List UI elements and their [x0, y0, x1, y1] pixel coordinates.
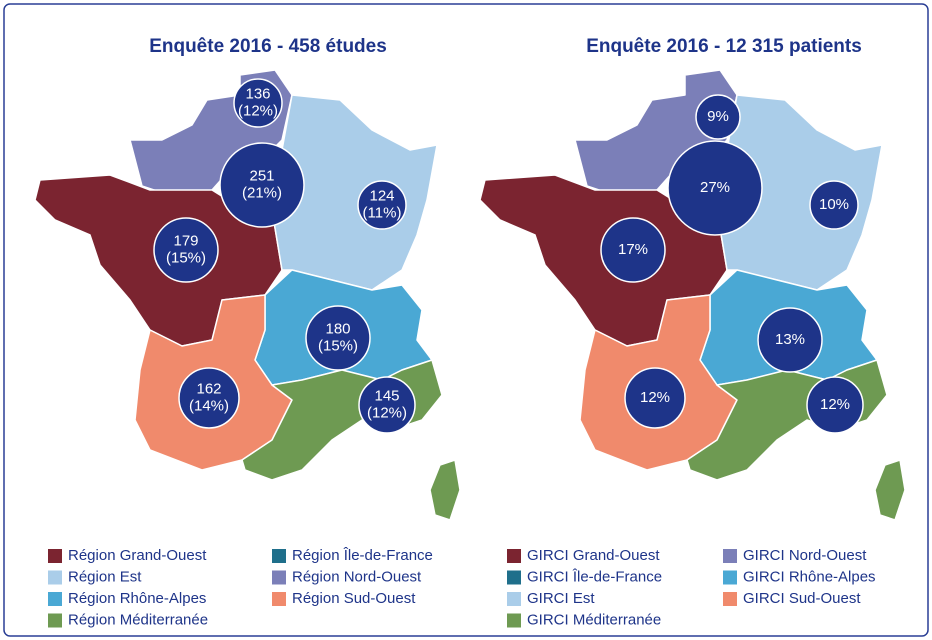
bubble [219, 142, 305, 228]
bubble-label: 180 [325, 320, 350, 337]
legend-swatch [507, 613, 521, 628]
bubble-label: (12%) [238, 102, 278, 119]
bubble-label: 162 [196, 380, 221, 397]
bubble-label: (12%) [367, 404, 407, 421]
bubble-label: (11%) [363, 204, 402, 221]
bubble-label: (14%) [189, 397, 229, 414]
legend-swatch [48, 613, 62, 628]
legend-label: GIRCI Sud-Ouest [743, 590, 861, 607]
legend-swatch [507, 570, 521, 585]
legend-label: Région Sud-Ouest [292, 590, 416, 607]
bubble-label: 12% [640, 389, 670, 406]
map-title: Enquête 2016 - 12 315 patients [586, 36, 862, 57]
bubble-label: 17% [618, 241, 648, 258]
bubble-label: 124 [369, 187, 394, 204]
legend-swatch [507, 549, 521, 563]
legend-swatch [48, 549, 62, 563]
bubble-label: 27% [700, 179, 730, 196]
bubble [178, 367, 240, 429]
bubble-label: (21%) [242, 184, 282, 201]
legend-label: Région Grand-Ouest [68, 547, 207, 564]
bubble-label: 136 [245, 85, 270, 102]
bubble-label: 251 [249, 167, 274, 184]
bubble [624, 367, 686, 429]
bubble-label: (15%) [318, 337, 358, 354]
bubble-label: 145 [374, 387, 399, 404]
bubble-label: 10% [819, 196, 849, 213]
map-title: Enquête 2016 - 458 études [149, 36, 387, 57]
bubble [667, 140, 763, 236]
legend-swatch [507, 592, 521, 606]
legend-label: GIRCI Grand-Ouest [527, 547, 660, 564]
legend-label: Région Est [68, 568, 142, 585]
bubble [600, 217, 666, 283]
legend-swatch [272, 592, 286, 606]
legend-swatch [48, 570, 62, 585]
legend-swatch [723, 592, 737, 606]
bubble [757, 307, 823, 373]
bubble [357, 180, 407, 230]
bubble-label: (15%) [166, 249, 206, 266]
legend-label: GIRCI Méditerranée [527, 611, 661, 628]
bubble-label: 9% [707, 108, 729, 125]
legend-label: Région Méditerranée [68, 611, 208, 628]
bubble [305, 305, 371, 371]
legend-label: Région Nord-Ouest [292, 568, 422, 585]
legend-swatch [723, 549, 737, 563]
legend-label: Région Île-de-France [292, 547, 433, 564]
bubble [809, 180, 859, 230]
bubble-label: 179 [173, 232, 198, 249]
legend-label: GIRCI Est [527, 590, 595, 607]
legend-swatch [48, 592, 62, 606]
legend-label: GIRCI Rhône-Alpes [743, 568, 876, 585]
bubble [358, 376, 416, 434]
legend-swatch [272, 570, 286, 585]
legend-label: Région Rhône-Alpes [68, 590, 206, 607]
bubble [695, 94, 741, 140]
bubble [233, 78, 283, 128]
legend-swatch [723, 570, 737, 585]
legend-label: GIRCI Île-de-France [527, 568, 662, 585]
legend-label: GIRCI Nord-Ouest [743, 547, 867, 564]
legend-swatch [272, 549, 286, 563]
bubble [153, 217, 219, 283]
bubble [806, 376, 864, 434]
bubble-label: 12% [820, 396, 850, 413]
bubble-label: 13% [775, 331, 805, 348]
